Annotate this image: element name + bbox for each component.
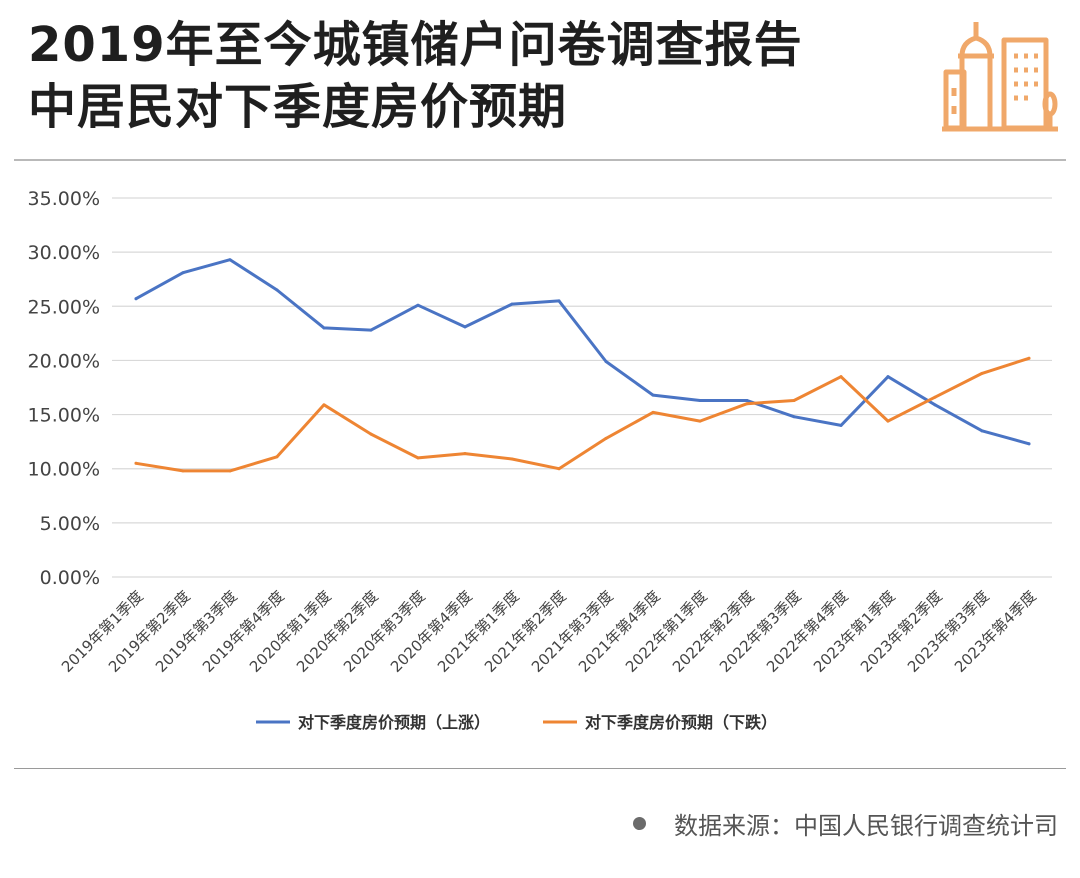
data-point <box>1027 356 1031 360</box>
y-tick-label: 10.00% <box>28 459 100 481</box>
data-point <box>181 271 185 275</box>
data-point <box>322 326 326 330</box>
data-point <box>557 467 561 471</box>
y-tick-label: 20.00% <box>28 350 100 372</box>
data-point <box>275 288 279 292</box>
x-tick-label: 2019年第1季度 <box>58 587 147 676</box>
title-line-1: 2019年至今城镇储户问卷调查报告 <box>28 17 803 73</box>
data-point <box>416 303 420 307</box>
data-point <box>463 452 467 456</box>
data-point <box>839 423 843 427</box>
data-point <box>275 455 279 459</box>
data-point <box>698 419 702 423</box>
series-line-2 <box>134 356 1031 473</box>
data-point <box>604 360 608 364</box>
data-point <box>886 375 890 379</box>
x-tick-label: 2023年第2季度 <box>857 587 946 676</box>
data-point <box>463 325 467 329</box>
data-point <box>322 403 326 407</box>
data-point <box>134 297 138 301</box>
data-point <box>1027 442 1031 446</box>
x-tick-label: 2020年第3季度 <box>340 587 429 676</box>
data-point <box>181 469 185 473</box>
city-buildings-icon <box>942 22 1058 132</box>
data-point <box>792 398 796 402</box>
x-tick-label: 2023年第1季度 <box>810 587 899 676</box>
data-point <box>839 375 843 379</box>
data-point <box>416 456 420 460</box>
data-point <box>651 410 655 414</box>
data-point <box>745 402 749 406</box>
data-point <box>980 429 984 433</box>
x-tick-label: 2020年第1季度 <box>246 587 335 676</box>
x-tick-label: 2021年第4季度 <box>575 587 664 676</box>
data-source: 数据来源：中国人民银行调查统计司 <box>633 806 1058 841</box>
data-point <box>933 403 937 407</box>
footer-divider <box>14 768 1066 769</box>
data-point <box>604 436 608 440</box>
legend-label: 对下季度房价预期（下跌） <box>585 713 777 732</box>
data-point <box>510 457 514 461</box>
series-line-1 <box>134 258 1031 446</box>
data-point <box>651 393 655 397</box>
x-tick-label: 2022年第1季度 <box>622 587 711 676</box>
data-point <box>886 419 890 423</box>
data-point <box>698 398 702 402</box>
y-tick-label: 25.00% <box>28 296 100 318</box>
legend-label: 对下季度房价预期（上涨） <box>298 713 490 732</box>
line-chart: 0.00% 5.00% 10.00% 15.00% 20.00% 25.00% 30.00%… <box>28 188 1052 732</box>
bullet-dot-icon <box>633 817 646 830</box>
x-tick-label: 2020年第4季度 <box>387 587 476 676</box>
data-point <box>745 398 749 402</box>
data-point <box>557 299 561 303</box>
data-point <box>510 302 514 306</box>
x-tick-label: 2019年第4季度 <box>199 587 288 676</box>
data-point <box>369 328 373 332</box>
x-tick-label: 2021年第3季度 <box>528 587 617 676</box>
x-tick-label: 2021年第2季度 <box>481 587 570 676</box>
y-tick-label: 35.00% <box>28 188 100 210</box>
data-point <box>369 432 373 436</box>
x-tick-label: 2023年第3季度 <box>904 587 993 676</box>
x-tick-label: 2019年第2季度 <box>105 587 194 676</box>
title-line-2: 中居民对下季度房价预期 <box>28 79 568 135</box>
data-source-text: 数据来源：中国人民银行调查统计司 <box>674 812 1058 840</box>
data-point <box>228 258 232 262</box>
data-point <box>980 371 984 375</box>
data-point <box>228 469 232 473</box>
x-tick-label: 2021年第1季度 <box>434 587 523 676</box>
x-tick-label: 2020年第2季度 <box>293 587 382 676</box>
y-tick-label: 5.00% <box>40 513 100 535</box>
x-tick-label: 2022年第4季度 <box>763 587 852 676</box>
y-tick-label: 0.00% <box>40 567 100 589</box>
data-point <box>792 415 796 419</box>
chart-title: 2019年至今城镇储户问卷调查报告 中居民对下季度房价预期 <box>28 14 928 138</box>
header-divider <box>14 159 1066 161</box>
x-tick-label: 2023年第4季度 <box>951 587 1040 676</box>
data-point <box>134 461 138 465</box>
y-tick-label: 15.00% <box>28 405 100 427</box>
x-tick-label: 2022年第3季度 <box>716 587 805 676</box>
x-tick-label: 2022年第2季度 <box>669 587 758 676</box>
data-point <box>933 395 937 399</box>
y-tick-label: 30.00% <box>28 242 100 264</box>
x-tick-label: 2019年第3季度 <box>152 587 241 676</box>
